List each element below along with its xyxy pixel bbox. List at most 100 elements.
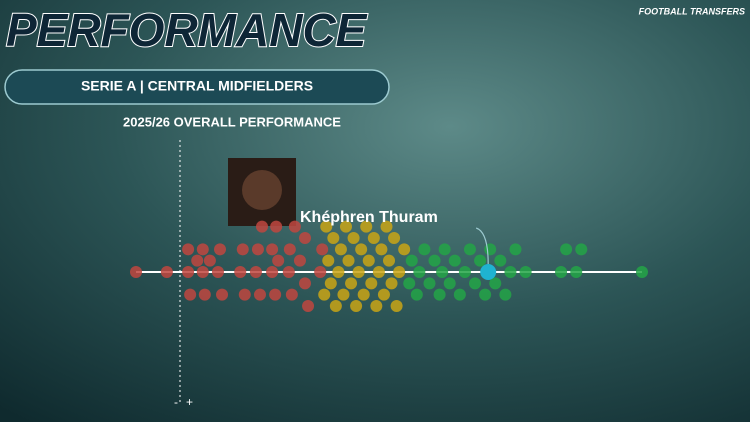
dot: [423, 277, 436, 290]
dot: [196, 266, 209, 278]
dot: [198, 288, 211, 301]
dot: [293, 254, 306, 267]
dot: [428, 254, 441, 267]
dot: [360, 220, 373, 233]
dot: [285, 288, 298, 301]
dot: [299, 231, 312, 244]
dot: [213, 243, 226, 256]
dot: [436, 266, 449, 278]
dot: [509, 243, 522, 256]
dot: [352, 266, 365, 278]
dot: [236, 243, 249, 256]
dot: [332, 266, 345, 278]
dot: [365, 277, 378, 290]
dot: [322, 254, 335, 267]
dot: [238, 288, 251, 301]
dot: [288, 220, 301, 233]
dot: [270, 220, 283, 233]
dot: [380, 220, 393, 233]
dot: [458, 266, 471, 278]
dot: [393, 266, 406, 278]
dot: [636, 266, 648, 278]
dot: [479, 288, 492, 301]
dot: [184, 288, 197, 301]
dot: [453, 288, 466, 301]
axis-max-label: +: [186, 395, 193, 409]
dot: [334, 243, 347, 256]
dot: [283, 243, 296, 256]
highlight-label: Khéphren Thuram: [300, 209, 438, 226]
dot: [327, 231, 340, 244]
dot: [489, 277, 502, 290]
dot: [272, 254, 285, 267]
dot: [211, 266, 224, 278]
dot: [253, 288, 266, 301]
dot: [299, 277, 312, 290]
dot: [329, 300, 342, 313]
dot: [266, 243, 279, 256]
dot: [251, 243, 264, 256]
highlight-dot: [480, 264, 497, 280]
dot: [130, 266, 142, 278]
dot: [337, 288, 350, 301]
dot: [403, 277, 416, 290]
dot: [443, 277, 456, 290]
dot: [474, 254, 487, 267]
dot: [191, 254, 204, 267]
dot: [160, 266, 173, 278]
dot: [269, 288, 282, 301]
dot: [266, 266, 279, 278]
dot: [463, 243, 476, 256]
dot: [318, 288, 331, 301]
dot: [339, 220, 352, 233]
label-leader: [475, 227, 489, 265]
dot: [372, 266, 385, 278]
dot: [234, 266, 247, 278]
dot: [182, 243, 195, 256]
player-face: [242, 170, 282, 210]
axis-min-label: -: [174, 395, 178, 409]
dot: [350, 300, 363, 313]
dot: [347, 231, 360, 244]
dot: [216, 288, 229, 301]
dot: [320, 220, 333, 233]
dot: [575, 243, 588, 256]
dot: [255, 220, 268, 233]
dot: [390, 300, 403, 313]
dot: [405, 254, 418, 267]
dot: [388, 231, 401, 244]
dot: [342, 254, 355, 267]
dot: [555, 266, 568, 278]
dot: [375, 243, 388, 256]
dot: [418, 243, 431, 256]
dot: [249, 266, 262, 278]
dot: [362, 254, 375, 267]
dot: [469, 277, 482, 290]
dot: [448, 254, 461, 267]
dot: [398, 243, 411, 256]
dot: [504, 266, 517, 278]
dot: [316, 243, 329, 256]
dot: [410, 288, 423, 301]
dot: [560, 243, 573, 256]
dot: [324, 277, 337, 290]
dot: [484, 243, 497, 256]
dot: [357, 288, 370, 301]
dot: [383, 254, 395, 267]
dot: [413, 266, 426, 278]
dot: [370, 300, 383, 313]
subtitle-pill: [4, 69, 390, 105]
dot: [519, 266, 532, 278]
dot: [499, 288, 512, 301]
dot: [377, 288, 390, 301]
chart-title: 2025/26 OVERALL PERFORMANCE: [123, 114, 341, 129]
dot: [433, 288, 446, 301]
dot: [385, 277, 398, 290]
dot: [302, 300, 315, 313]
dot: [182, 266, 195, 278]
subtitle: SERIE A | CENTRAL MIDFIELDERS: [81, 78, 313, 94]
dot: [355, 243, 368, 256]
dot: [203, 254, 216, 267]
dot: [196, 243, 209, 256]
